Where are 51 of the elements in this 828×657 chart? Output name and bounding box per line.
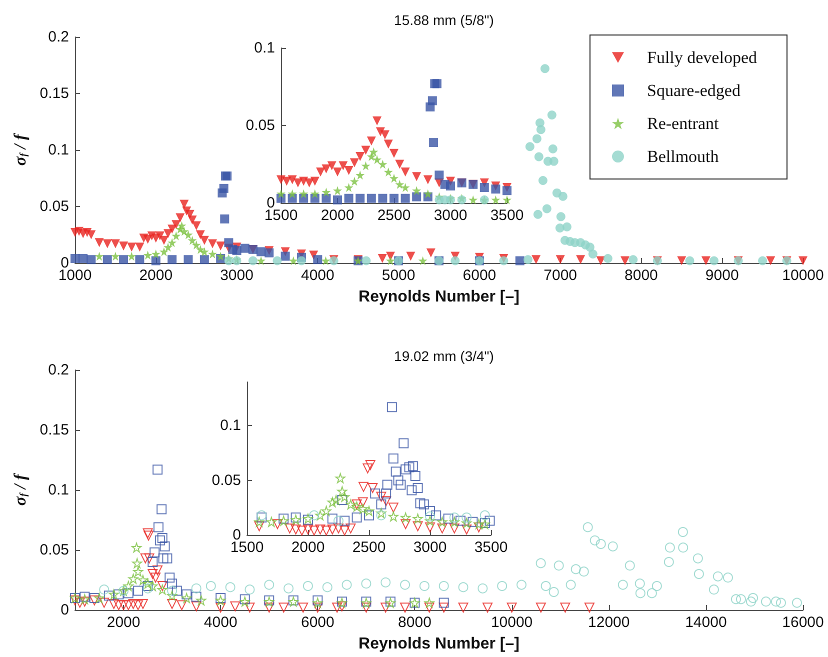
legend-label: Re-entrant (646, 114, 720, 133)
x-tick-label: 3000 (434, 207, 468, 224)
x-tick-label: 3000 (220, 267, 254, 284)
y-tick-label: 0.1 (48, 482, 69, 498)
y-tick-label: 0.1 (48, 142, 69, 158)
x-axis-title: Reynolds Number [–] (358, 636, 520, 652)
x-tick-label: 2000 (106, 614, 140, 631)
y-tick-label: 0.05 (40, 542, 69, 558)
x-tick-label: 8000 (398, 614, 432, 631)
x-tick-label: 7000 (544, 267, 578, 284)
x-tick-label: 6000 (300, 614, 334, 631)
x-tick-label: 6000 (462, 267, 496, 284)
x-tick-label: 2500 (352, 539, 386, 556)
y-tick-label: 0.2 (48, 28, 69, 46)
legend-label: Square-edged (646, 81, 741, 100)
y-tick-label: 0.1 (220, 417, 241, 434)
y-tick-label: 0.1 (254, 40, 275, 56)
legend-label: Fully developed (646, 48, 758, 67)
x-tick-label: 2500 (377, 207, 411, 224)
x-tick-label: 16000 (782, 614, 824, 631)
x-tick-label: 3000 (413, 539, 447, 556)
y-tick-label: 0.05 (212, 472, 241, 489)
x-tick-label: 1500 (230, 539, 264, 556)
y-tick-label: 0.2 (48, 362, 69, 378)
y-axis-title: σf / f (10, 132, 30, 166)
x-tick-label: 12000 (588, 614, 630, 631)
x-tick-label: 10000 (490, 614, 533, 631)
x-tick-label: 3500 (474, 539, 508, 556)
y-tick-label: 0 (60, 602, 69, 618)
x-tick-label: 10000 (782, 267, 824, 284)
legend-label: Bellmouth (646, 147, 720, 166)
x-tick-label: 8000 (624, 267, 658, 284)
x-tick-label: 3500 (490, 207, 524, 224)
y-tick-label: 0.05 (246, 117, 275, 134)
x-tick-label: 1500 (264, 207, 298, 224)
chart-title: 15.88 mm (5/8") (394, 12, 494, 28)
x-axis-title: Reynolds Number [–] (358, 288, 520, 306)
x-tick-label: 1000 (58, 267, 92, 284)
x-tick-label: 4000 (204, 614, 238, 631)
y-tick-label: 0.15 (40, 422, 69, 438)
x-tick-label: 5000 (382, 267, 416, 284)
chart-title: 19.02 mm (3/4") (394, 348, 494, 364)
y-tick-label: 0.05 (40, 198, 69, 215)
x-tick-label: 2000 (139, 267, 173, 284)
x-tick-label: 2000 (291, 539, 325, 556)
y-axis-title: σf / f (10, 472, 30, 506)
x-tick-label: 2000 (320, 207, 354, 224)
x-tick-label: 14000 (685, 614, 727, 631)
x-tick-label: 9000 (705, 267, 739, 284)
y-tick-label: 0.15 (40, 85, 69, 102)
x-tick-label: 4000 (300, 267, 334, 284)
